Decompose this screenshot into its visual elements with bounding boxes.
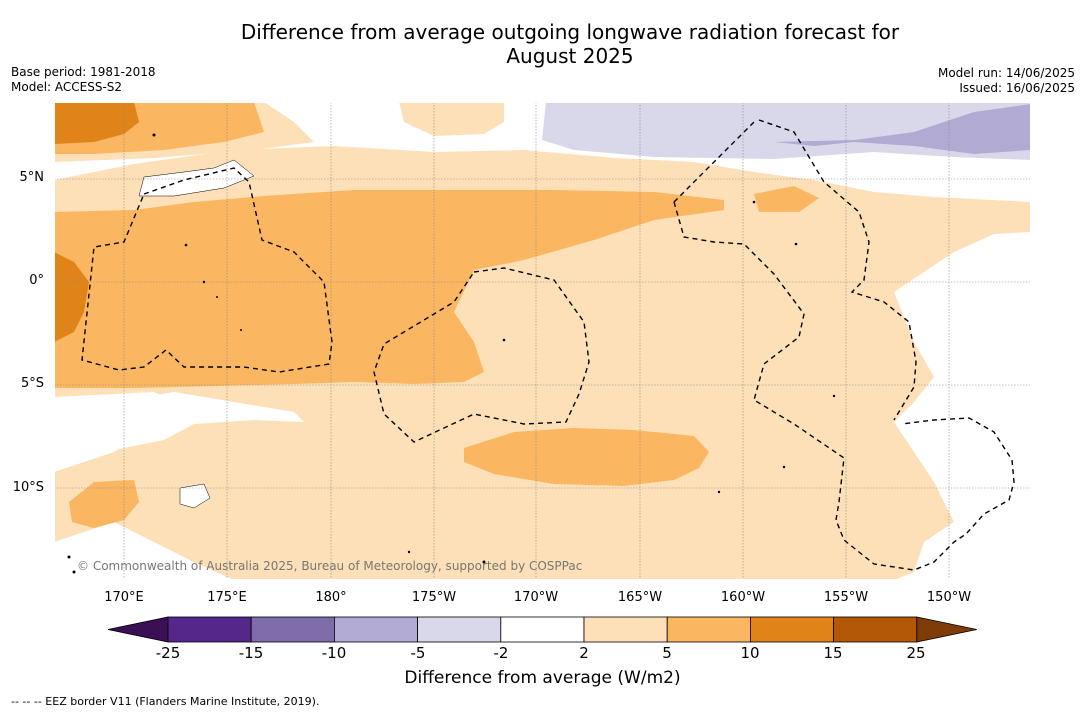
map-title: Difference from average outgoing longwav… <box>170 20 970 68</box>
colorbar-tick: 10 <box>740 644 760 662</box>
model-run: Model run: 14/06/2025 <box>937 66 1075 80</box>
issued-date: Issued: 16/06/2025 <box>959 81 1075 95</box>
colorbar-segment <box>417 616 502 643</box>
colorbar-tick: -5 <box>410 644 426 662</box>
colorbar <box>107 616 977 643</box>
meta-left: Base period: 1981-2018 Model: ACCESS-S2 <box>11 65 156 95</box>
anomaly-5-10-southwest <box>69 480 139 528</box>
model-name: Model: ACCESS-S2 <box>11 80 123 94</box>
lon-label-150w: 150°W <box>926 590 972 605</box>
neutral-patch-3 <box>54 392 304 462</box>
colorbar-segment <box>333 616 418 643</box>
anomaly-neg-5-10 <box>774 104 1031 154</box>
colorbar-segment <box>583 616 668 643</box>
lon-label-165w: 165°W <box>617 590 663 605</box>
anomaly-10-15-west <box>54 252 89 342</box>
anomaly-10-15-north <box>54 102 139 144</box>
lon-label-175w: 175°W <box>411 590 457 605</box>
colorbar-segment <box>250 616 335 643</box>
meta-right: Model run: 14/06/2025 Issued: 16/06/2025 <box>938 66 1075 96</box>
colorbar-segment <box>833 616 918 643</box>
lat-label-10s: 10°S <box>12 480 44 495</box>
anomaly-5-10-east <box>754 186 819 212</box>
map-panel <box>54 102 1031 580</box>
anomaly-map <box>54 102 1031 580</box>
colorbar-label: Difference from average (W/m2) <box>404 668 681 688</box>
anomaly-5-10-band <box>54 190 724 388</box>
lat-label-5n: 5°N <box>19 170 45 185</box>
colorbar-segment <box>750 616 835 643</box>
grid-lines <box>54 102 1031 580</box>
colorbar-tick: 25 <box>906 644 926 662</box>
colorbar-tick: -15 <box>238 644 264 662</box>
eez-footnote: -- -- -- EEZ border V11 (Flanders Marine… <box>11 695 320 708</box>
neutral-patch-1 <box>138 159 255 197</box>
colorbar-tick: -2 <box>493 644 509 662</box>
colorbar-arrow-low <box>107 616 169 643</box>
map-frame <box>54 102 1031 580</box>
title-line-2: August 2025 <box>506 44 634 68</box>
anomaly-2-5-island <box>399 102 504 136</box>
colorbar-tick: -25 <box>155 644 181 662</box>
colorbar-tick: 15 <box>823 644 843 662</box>
anomaly-5-10-south <box>464 428 709 486</box>
colorbar-segment <box>666 616 751 643</box>
copyright-text: © Commonwealth of Australia 2025, Bureau… <box>77 559 583 573</box>
lon-label-175e: 175°E <box>207 590 247 605</box>
eez-borders <box>81 119 1015 571</box>
islands <box>67 133 836 574</box>
colorbar-tick: 2 <box>579 644 589 662</box>
colorbar-tick: -10 <box>321 644 347 662</box>
lon-label-180: 180° <box>315 590 347 605</box>
lat-label-5s: 5°S <box>20 376 44 391</box>
lon-label-170w: 170°W <box>513 590 559 605</box>
colorbar-tick: 5 <box>662 644 672 662</box>
colorbar-segment <box>167 616 252 643</box>
colorbar-arrow-high <box>916 616 977 643</box>
title-line-1: Difference from average outgoing longwav… <box>240 20 900 44</box>
neutral-patch-2 <box>179 483 211 509</box>
colorbar-segment <box>500 616 585 643</box>
base-period: Base period: 1981-2018 <box>11 65 156 79</box>
lon-label-170e: 170°E <box>104 590 144 605</box>
lon-label-160w: 160°W <box>720 590 766 605</box>
lon-label-155w: 155°W <box>823 590 869 605</box>
lat-label-0: 0° <box>29 273 44 288</box>
